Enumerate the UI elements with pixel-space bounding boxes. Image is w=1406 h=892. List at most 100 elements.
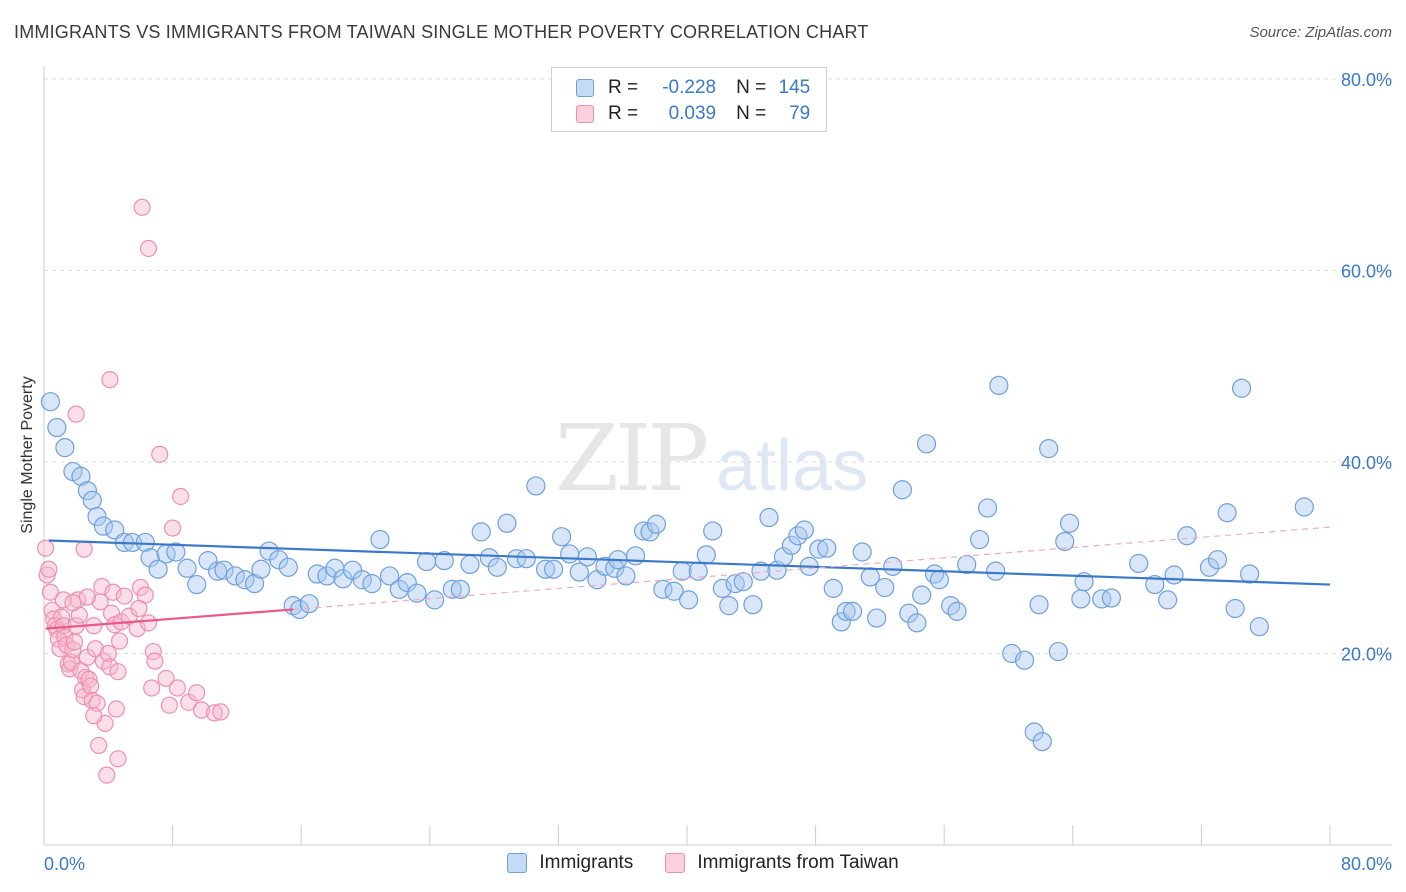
data-point-immigrants [317, 566, 337, 586]
data-point-immigrants [719, 596, 739, 616]
data-point-taiwan [40, 560, 58, 578]
data-point-immigrants [883, 556, 903, 576]
data-point-immigrants [1129, 553, 1149, 574]
data-point-immigrants [1039, 438, 1059, 459]
data-point-taiwan [64, 594, 82, 612]
legend-row-immigrants: R = -0.228 N = 145 [576, 76, 810, 100]
data-point-immigrants [892, 480, 913, 500]
legend-row-taiwan: R = 0.039 N = 79 [576, 102, 810, 126]
data-point-immigrants [899, 603, 919, 623]
data-point-immigrants [407, 583, 427, 603]
data-point-immigrants [947, 601, 967, 621]
data-point-immigrants [87, 506, 107, 527]
data-point-immigrants [55, 438, 75, 458]
data-point-immigrants [552, 527, 572, 547]
data-point-immigrants [978, 498, 998, 518]
data-point-immigrants [817, 538, 837, 558]
data-point-taiwan [192, 701, 211, 719]
series-legend: Immigrants Immigrants from Taiwan [0, 852, 1406, 874]
legend-r-value: 0.039 [668, 103, 717, 124]
data-point-taiwan [54, 591, 72, 609]
data-point-taiwan [146, 652, 164, 670]
data-point-immigrants [1164, 565, 1184, 585]
data-point-immigrants [507, 549, 527, 569]
data-point-taiwan [37, 539, 55, 557]
data-point-immigrants [526, 476, 546, 496]
data-point-immigrants [479, 548, 499, 568]
data-point-taiwan [101, 658, 119, 676]
data-point-immigrants [198, 551, 218, 571]
data-point-taiwan [80, 670, 98, 688]
data-point-taiwan [99, 644, 117, 663]
data-point-immigrants [1199, 557, 1220, 577]
data-point-taiwan [168, 679, 187, 697]
data-point-immigrants [1029, 595, 1049, 615]
data-point-taiwan [151, 445, 169, 463]
watermark-zip: ZIP [555, 405, 709, 512]
data-point-immigrants [235, 570, 255, 590]
data-point-immigrants [842, 601, 863, 621]
legend-r-label: R = [608, 103, 639, 124]
data-point-immigrants [497, 513, 517, 533]
data-point-immigrants [1225, 598, 1245, 619]
trendline-taiwan [45, 608, 294, 630]
data-point-immigrants [743, 595, 763, 615]
data-point-immigrants [535, 559, 556, 579]
series-legend-immigrants: Immigrants [507, 852, 633, 874]
series-swatch-blue [507, 853, 528, 873]
data-point-taiwan [53, 608, 71, 626]
data-point-immigrants [40, 392, 61, 412]
data-point-immigrants [425, 590, 445, 610]
data-point-immigrants [672, 561, 692, 581]
data-point-taiwan [75, 540, 93, 558]
data-point-immigrants [679, 590, 699, 610]
data-point-immigrants [625, 546, 646, 566]
data-point-immigrants [1055, 531, 1075, 552]
data-point-immigrants [616, 566, 636, 586]
data-point-taiwan [139, 614, 158, 632]
data-point-immigrants [442, 579, 462, 599]
data-point-immigrants [912, 585, 932, 605]
data-point-immigrants [569, 562, 589, 582]
legend-n-label: N = [736, 77, 767, 98]
data-point-taiwan [133, 198, 151, 216]
data-point-immigrants [733, 572, 753, 592]
y-tick-label: 80.0% [1341, 70, 1392, 90]
data-point-immigrants [77, 481, 98, 501]
legend-n-value: 79 [789, 103, 811, 124]
data-point-taiwan [85, 707, 103, 725]
data-point-immigrants [703, 521, 723, 541]
series-legend-taiwan: Immigrants from Taiwan [665, 852, 899, 874]
data-point-taiwan [41, 583, 60, 601]
data-point-immigrants [907, 613, 927, 633]
data-point-immigrants [1207, 550, 1228, 570]
data-point-immigrants [1240, 564, 1260, 584]
data-point-immigrants [916, 434, 937, 454]
y-tick-label: 60.0% [1341, 262, 1392, 282]
data-point-taiwan [172, 487, 190, 506]
data-point-immigrants [1071, 589, 1091, 609]
data-point-taiwan [115, 587, 133, 605]
data-point-immigrants [929, 570, 949, 590]
data-point-taiwan [110, 632, 129, 650]
data-point-immigrants [1158, 590, 1178, 610]
data-point-immigrants [852, 542, 872, 562]
data-point-immigrants [71, 466, 91, 486]
data-point-immigrants [140, 548, 160, 568]
data-point-immigrants [1024, 722, 1044, 742]
data-point-immigrants [208, 561, 228, 581]
data-point-taiwan [62, 653, 80, 671]
data-point-taiwan [78, 588, 97, 606]
data-point-taiwan [90, 736, 108, 755]
data-point-immigrants [712, 578, 732, 598]
series-label: Immigrants from Taiwan [697, 852, 899, 873]
data-point-immigrants [244, 574, 265, 594]
data-point-taiwan [98, 766, 116, 784]
data-point-immigrants [836, 601, 856, 621]
data-point-taiwan [65, 633, 84, 651]
data-point-immigrants [397, 573, 417, 593]
data-point-immigrants [434, 551, 454, 571]
data-point-immigrants [989, 375, 1009, 395]
legend-r-label: R = [608, 77, 639, 98]
